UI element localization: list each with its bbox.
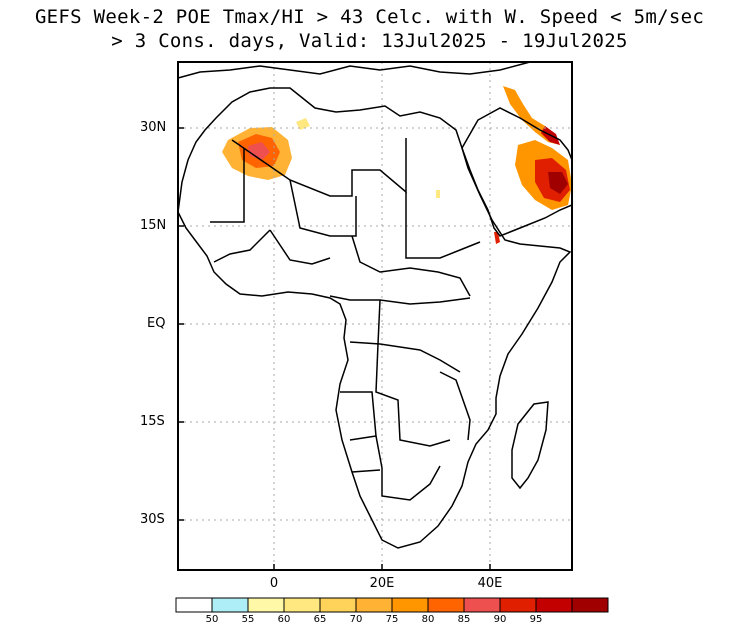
lat-label-15n: 15N [140,218,167,233]
map-title-line1: GEFS Week-2 POE Tmax/HI > 43 Celc. with … [34,6,705,28]
map-title-line2: > 3 Cons. days, Valid: 13Jul2025 - 19Jul… [111,30,628,52]
colorbar-swatch [355,597,393,613]
lon-label-0: 0 [269,576,279,591]
hotspot-libya [296,118,310,130]
lon-label-20e: 20E [369,576,395,591]
coastlines-borders [177,61,573,549]
colorbar-swatch [283,597,321,613]
colorbar-label: 90 [493,614,507,625]
probability-hotspots [222,86,572,244]
lat-label-15s: 15S [140,414,165,429]
africa-coastline [177,87,572,549]
lon-label-40e: 40E [477,576,503,591]
colorbar-label: 70 [349,614,363,625]
hotspot-arabia-peak [548,172,568,194]
map-frame [177,61,573,571]
graticule [178,62,572,570]
colorbar-label: 95 [529,614,543,625]
colorbar-swatch [427,597,465,613]
colorbar-label: 50 [205,614,219,625]
colorbar-swatch [211,597,249,613]
colorbar-swatch [535,597,573,613]
colorbar-swatch [247,597,285,613]
mediterranean-north [177,61,531,79]
madagascar [511,401,549,490]
lat-label-eq: EQ [147,316,166,331]
lat-label-30s: 30S [140,512,165,527]
lat-label-30n: 30N [140,120,167,135]
hotspot-sudan [436,190,440,198]
colorbar [175,597,609,613]
colorbar-label: 80 [421,614,435,625]
colorbar-swatch [175,597,213,613]
colorbar-label: 60 [277,614,291,625]
colorbar-swatch [319,597,357,613]
colorbar-label: 85 [457,614,471,625]
ticks [178,127,491,570]
colorbar-swatch [571,597,609,613]
colorbar-label: 75 [385,614,399,625]
colorbar-swatch [499,597,537,613]
colorbar-label: 65 [313,614,327,625]
colorbar-swatch [463,597,501,613]
arabian-peninsula [461,107,573,237]
colorbar-swatch [391,597,429,613]
colorbar-label: 55 [241,614,255,625]
